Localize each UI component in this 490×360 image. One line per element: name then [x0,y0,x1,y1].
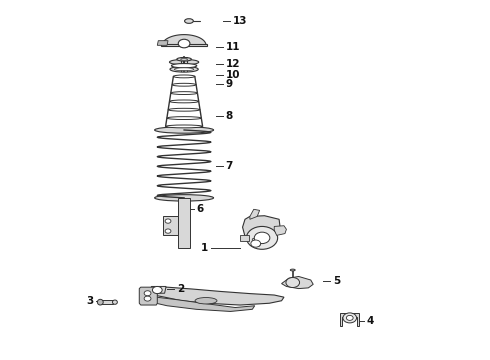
Polygon shape [243,216,280,244]
Ellipse shape [98,299,103,305]
Text: 4: 4 [367,316,374,326]
Text: 5: 5 [333,276,340,286]
Text: 8: 8 [225,111,233,121]
Polygon shape [340,313,360,326]
Text: 9: 9 [225,79,233,89]
Polygon shape [163,216,178,235]
Polygon shape [145,296,255,311]
Polygon shape [157,41,168,45]
Text: 3: 3 [87,296,94,306]
Ellipse shape [113,300,117,304]
Text: 6: 6 [196,203,203,213]
Polygon shape [240,235,249,241]
Polygon shape [282,276,313,289]
Text: 10: 10 [225,69,240,80]
Text: 11: 11 [225,42,240,52]
Ellipse shape [181,58,188,60]
Text: 12: 12 [225,59,240,69]
Ellipse shape [170,59,199,65]
Circle shape [165,229,171,233]
Circle shape [152,287,162,294]
Circle shape [165,219,171,223]
Polygon shape [162,35,206,45]
Ellipse shape [170,100,199,103]
Circle shape [246,226,278,249]
Ellipse shape [195,297,217,304]
Circle shape [144,291,151,296]
Polygon shape [99,300,114,304]
Polygon shape [274,226,287,235]
Ellipse shape [172,64,197,68]
Ellipse shape [155,195,214,201]
Circle shape [178,39,190,48]
Ellipse shape [155,127,214,133]
Polygon shape [178,198,190,248]
Ellipse shape [173,75,195,78]
Ellipse shape [170,66,198,72]
Ellipse shape [168,108,200,111]
Circle shape [251,240,261,247]
Circle shape [144,296,151,301]
Text: 7: 7 [225,161,233,171]
Polygon shape [139,287,157,305]
Circle shape [286,278,299,288]
Ellipse shape [185,19,194,23]
Ellipse shape [167,117,201,120]
Ellipse shape [171,92,197,95]
Circle shape [254,232,270,244]
Ellipse shape [166,125,202,128]
Ellipse shape [172,83,196,86]
Circle shape [346,315,353,320]
Ellipse shape [290,269,295,271]
Polygon shape [161,44,207,46]
Ellipse shape [177,58,192,61]
Polygon shape [250,209,260,219]
Polygon shape [252,237,262,246]
Text: 1: 1 [201,243,208,253]
Circle shape [343,313,357,323]
Text: 2: 2 [177,284,184,294]
Text: 13: 13 [233,16,247,26]
Polygon shape [143,287,284,305]
Polygon shape [150,287,166,293]
Ellipse shape [174,68,194,71]
